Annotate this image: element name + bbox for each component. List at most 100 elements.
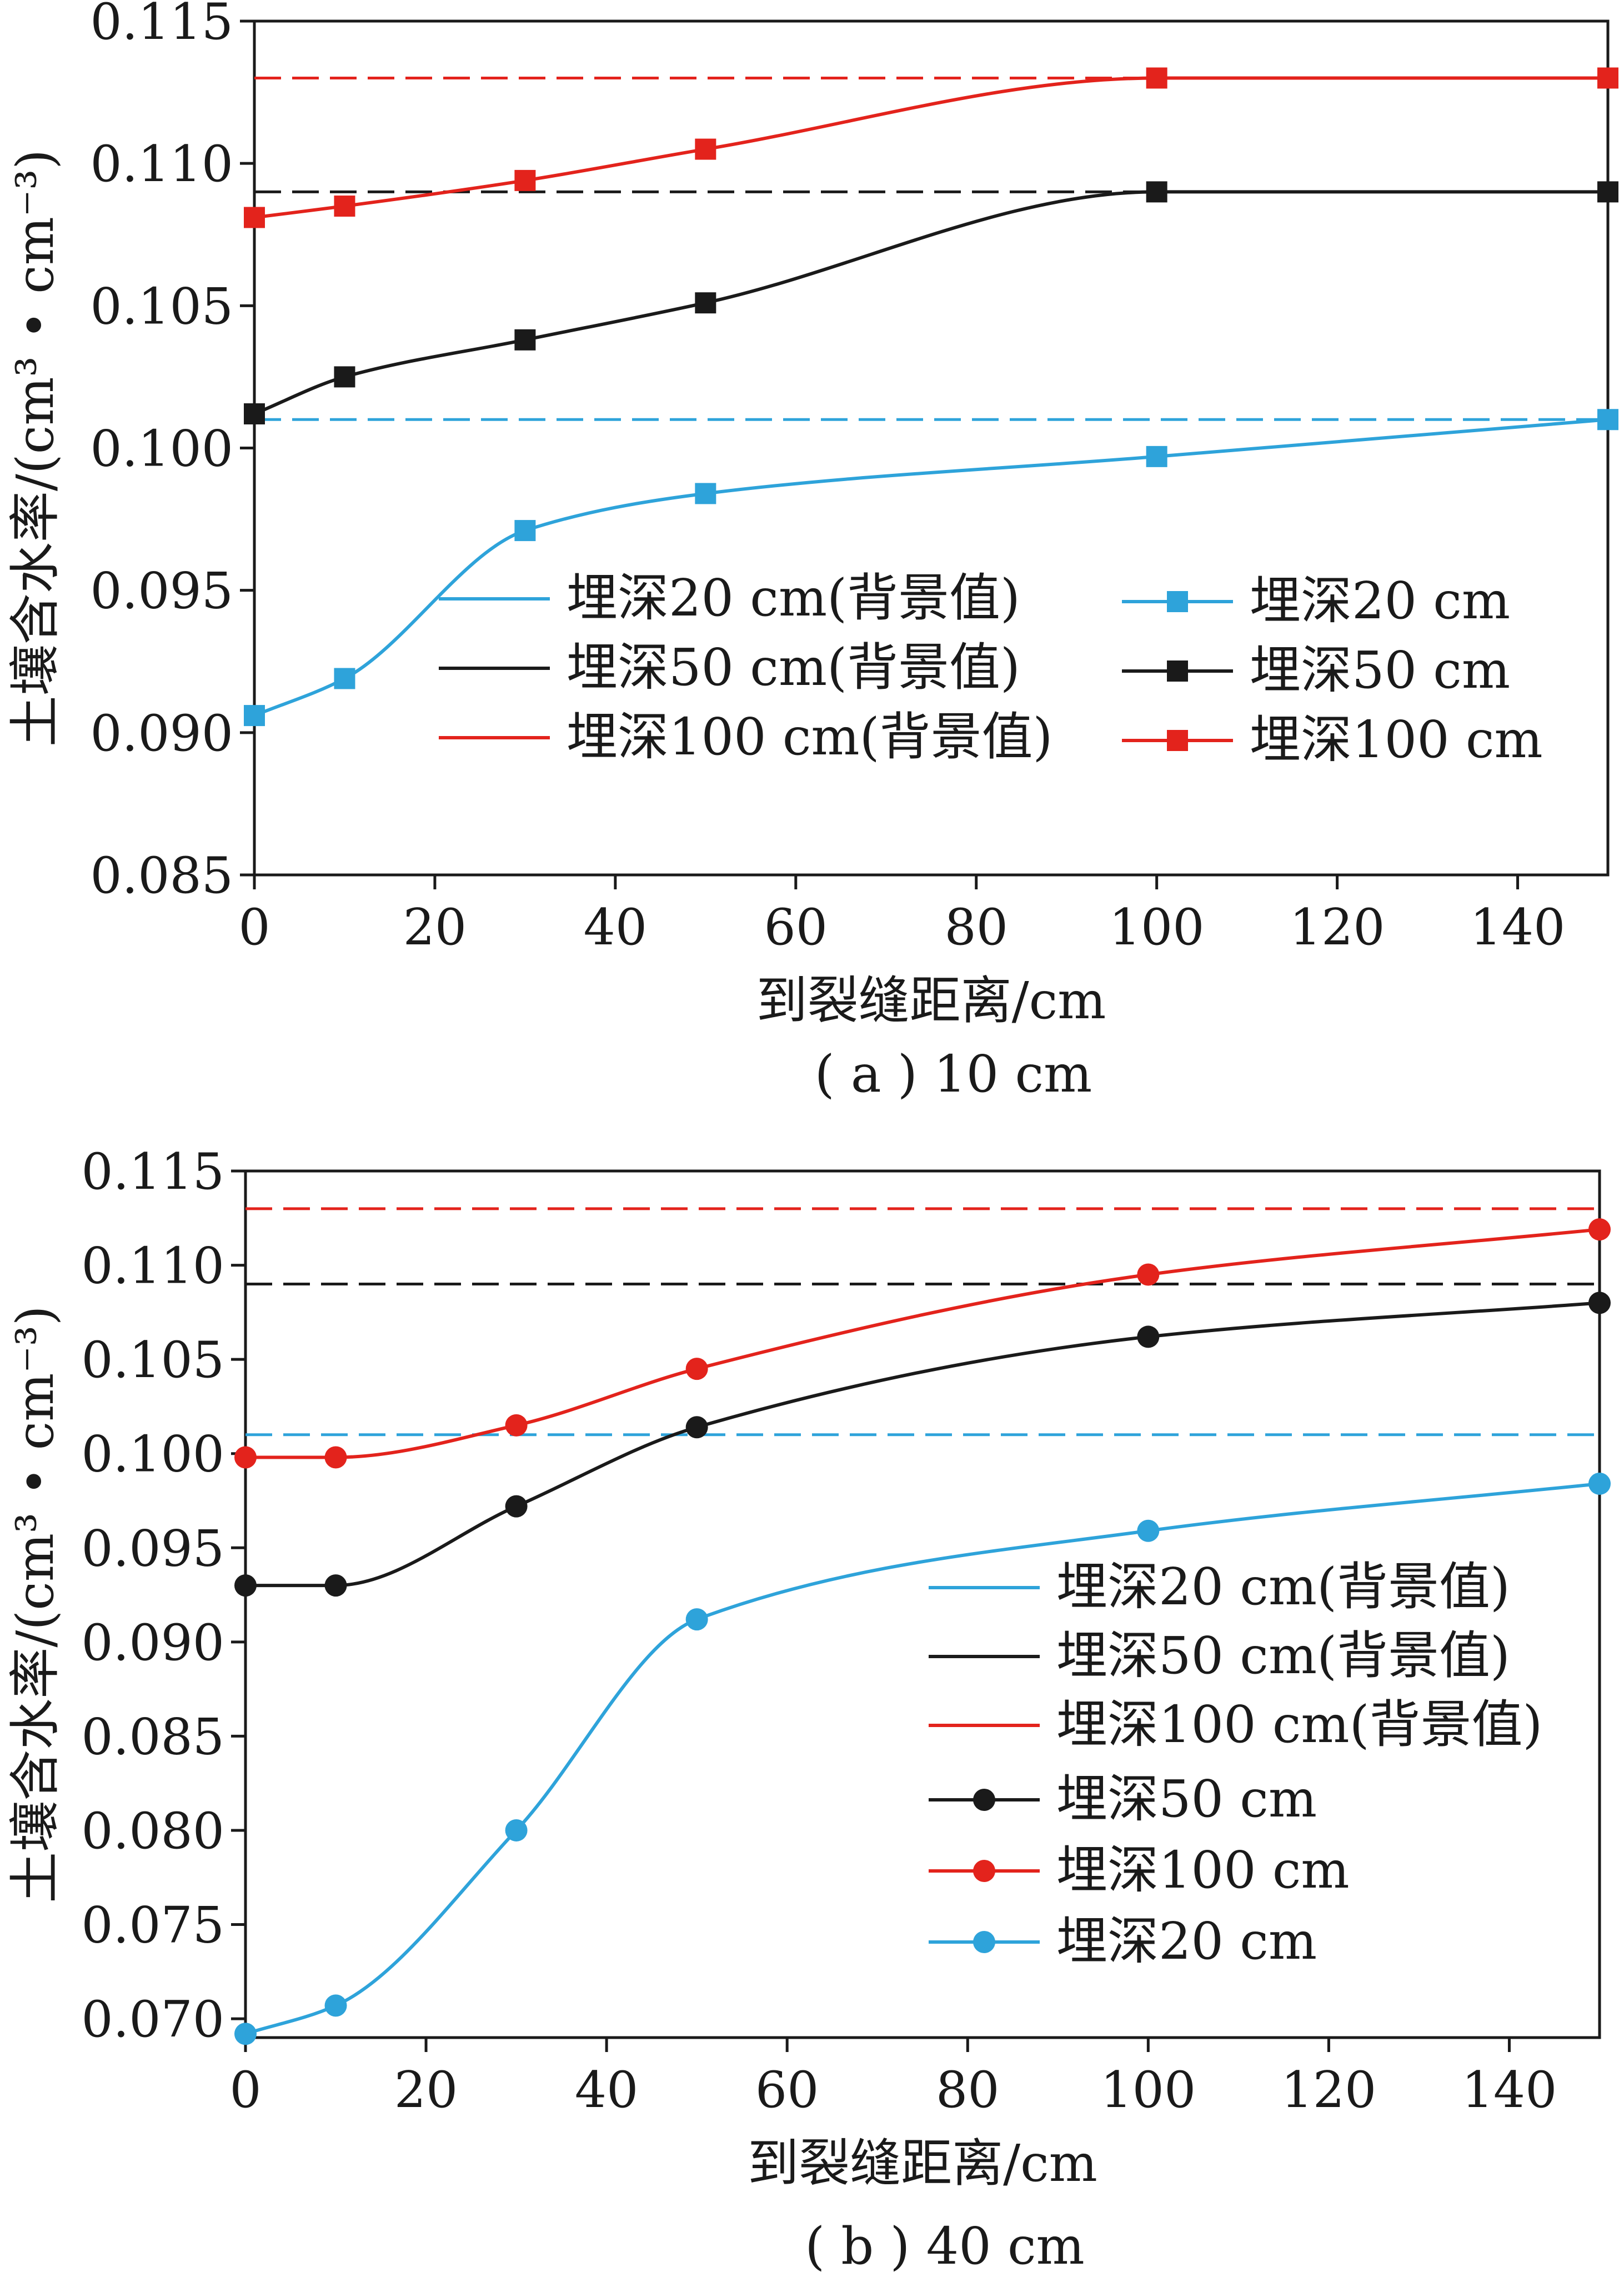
data-point [1137, 1325, 1160, 1348]
data-point [1137, 1263, 1160, 1286]
legend: 埋深20 cm(背景值) 埋深50 cm(背景值) 埋深100 cm(背景值) 埋深5… [929, 1557, 1542, 1971]
data-point [695, 483, 716, 504]
legend-label: 埋深100 cm [1250, 710, 1543, 769]
legend-label: 埋深50 cm [1056, 1769, 1317, 1829]
y-tick-label: 0.100 [90, 420, 233, 478]
legend-label: 埋深100 cm(背景值) [567, 707, 1052, 767]
x-tick-label: 40 [584, 898, 648, 957]
legend-item: 埋深50 cm(背景值) [439, 638, 1020, 697]
x-tick-label: 0 [229, 2061, 261, 2119]
data-point [1146, 181, 1167, 203]
data-point [324, 1446, 347, 1469]
legend-label: 埋深50 cm [1250, 640, 1510, 700]
y-tick-label: 0.095 [90, 562, 233, 620]
x-tick-label: 120 [1281, 2061, 1377, 2119]
legend: 埋深20 cm(背景值) 埋深50 cm(背景值) 埋深100 cm(背景值) 埋深2… [439, 568, 1543, 769]
data-point [234, 1446, 257, 1469]
data-point [244, 403, 265, 425]
legend-swatch-marker [1167, 660, 1188, 682]
legend-label: 埋深20 cm [1250, 571, 1510, 630]
y-tick-label: 0.085 [81, 1708, 224, 1766]
data-point [1588, 1218, 1611, 1241]
data-point [685, 1358, 708, 1380]
y-axis-label: 土壤含水率/(cm³ • cm⁻³) [6, 149, 65, 747]
legend-label: 埋深20 cm(背景值) [1056, 1557, 1510, 1617]
y-tick-label: 0.105 [90, 277, 233, 336]
data-point [324, 1994, 347, 2017]
y-tick-label: 0.115 [90, 0, 233, 51]
y-tick-label: 0.105 [81, 1331, 224, 1389]
legend-label: 埋深20 cm [1056, 1911, 1317, 1971]
data-point [1588, 1292, 1611, 1314]
data-point [505, 1414, 528, 1437]
legend-item: 埋深100 cm(背景值) [929, 1695, 1542, 1754]
data-point [695, 138, 716, 160]
y-tick-label: 0.075 [81, 1896, 224, 1955]
data-point [1597, 181, 1618, 203]
legend-label: 埋深50 cm(背景值) [567, 638, 1020, 697]
series-lines [245, 1207, 1600, 2036]
data-point [505, 1495, 528, 1518]
legend-item: 埋深50 cm(背景值) [929, 1626, 1510, 1685]
series-line-4 [254, 190, 1608, 416]
data-point [244, 207, 265, 228]
x-tick-label: 60 [764, 898, 828, 957]
legend-item: 埋深50 cm [929, 1769, 1317, 1829]
y-axis-label: 土壤含水率/(cm³ • cm⁻³) [6, 1305, 65, 1903]
panel-caption: ( b ) 40 cm [805, 2216, 1084, 2276]
data-point [244, 705, 265, 727]
legend-item: 埋深20 cm(背景值) [439, 568, 1020, 628]
data-point [1137, 1519, 1160, 1542]
y-tick-label: 0.090 [81, 1614, 224, 1672]
data-point [514, 169, 536, 191]
y-tick-label: 0.110 [90, 135, 233, 193]
legend-swatch-marker [1167, 591, 1188, 612]
data-point [1146, 446, 1167, 467]
x-axis-label: 到裂缝距离/cm [756, 971, 1106, 1030]
y-tick-label: 0.080 [81, 1802, 224, 1860]
chart-b: 0 20 40 60 80 100 120 140 0.070 0.075 0.080 0.085 0.… [6, 1143, 1611, 2276]
legend-label: 埋深50 cm(背景值) [1056, 1626, 1510, 1685]
legend-swatch-marker [973, 1931, 995, 1953]
data-point [1588, 1472, 1611, 1495]
series-line-5 [254, 76, 1608, 219]
legend-item: 埋深50 cm [1122, 640, 1510, 700]
y-tick-label: 0.115 [81, 1143, 224, 1201]
data-point [1146, 67, 1167, 89]
legend-item: 埋深100 cm [929, 1840, 1350, 1900]
data-point [324, 1574, 347, 1597]
x-tick-label: 120 [1290, 898, 1385, 957]
legend-label: 埋深20 cm(背景值) [567, 568, 1020, 628]
legend-item: 埋深100 cm [1122, 710, 1543, 769]
legend-item: 埋深20 cm [929, 1911, 1317, 1971]
y-tick-label: 0.110 [81, 1237, 224, 1295]
data-point [334, 668, 355, 689]
series-line-3 [245, 1301, 1600, 1588]
y-tick-label: 0.085 [90, 847, 233, 905]
data-point [685, 1416, 708, 1439]
data-point [505, 1819, 528, 1841]
x-tick-label: 20 [403, 898, 467, 957]
panel-caption: ( a ) 10 cm [815, 1044, 1092, 1104]
x-tick-label: 80 [944, 898, 1008, 957]
x-axis-label: 到裂缝距离/cm [748, 2134, 1097, 2193]
data-point [1597, 67, 1618, 89]
legend-item: 埋深100 cm(背景值) [439, 707, 1052, 767]
data-point [334, 366, 355, 388]
data-point [685, 1608, 708, 1631]
data-point [514, 520, 536, 542]
legend-swatch-marker [973, 1789, 995, 1811]
x-tick-label: 20 [394, 2061, 458, 2119]
x-tick-label: 140 [1470, 898, 1566, 957]
x-tick-label: 40 [575, 2061, 639, 2119]
plot-frame [244, 1169, 1601, 2039]
x-tick-label: 100 [1100, 2061, 1196, 2119]
data-point [334, 196, 355, 217]
y-tick-label: 0.100 [81, 1425, 224, 1484]
x-tick-label: 100 [1109, 898, 1205, 957]
x-tick-label: 80 [936, 2061, 1000, 2119]
y-tick-label: 0.070 [81, 1990, 224, 2049]
data-point [234, 2023, 257, 2045]
chart-a: 0 20 40 60 80 100 120 140 0.085 0.090 0.095 0.100 0.… [6, 0, 1618, 1104]
y-tick-label: 0.095 [81, 1519, 224, 1578]
